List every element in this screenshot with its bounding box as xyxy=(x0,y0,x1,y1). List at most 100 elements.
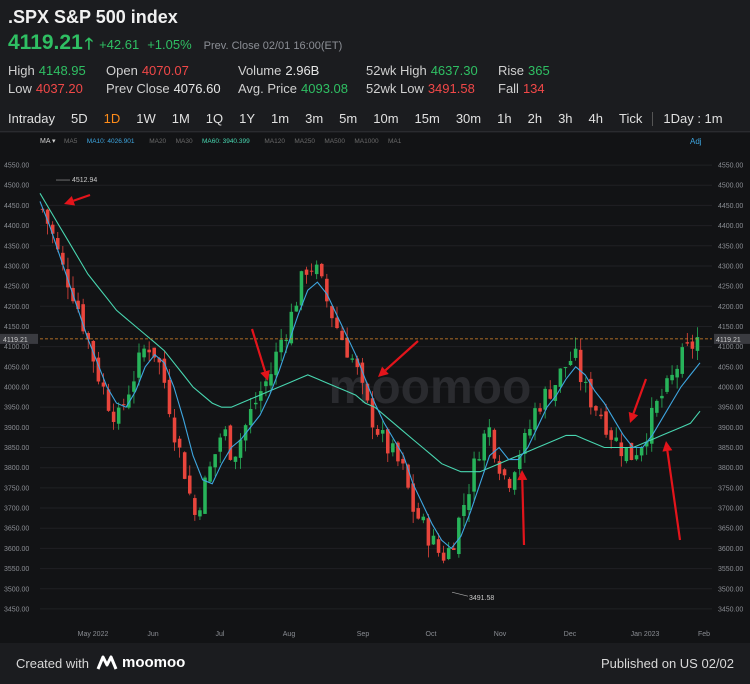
indicator-label[interactable]: MA1 xyxy=(388,138,402,145)
x-tick-label: Feb xyxy=(698,631,710,638)
candle-body xyxy=(319,263,324,277)
x-tick-label: Nov xyxy=(494,631,507,638)
candle-body xyxy=(96,357,101,382)
indicator-label[interactable]: MA120 xyxy=(264,138,285,145)
tab-1day-1m[interactable]: 1Day : 1m xyxy=(663,111,723,126)
tab-tick[interactable]: Tick xyxy=(619,111,643,126)
tab-1m[interactable]: 1m xyxy=(271,111,290,126)
candle-body xyxy=(284,339,289,342)
red-arrow-annotation xyxy=(517,470,528,546)
tab-intraday[interactable]: Intraday xyxy=(8,111,55,126)
candle-body xyxy=(55,238,60,250)
candle-body xyxy=(558,368,563,387)
tab-1q[interactable]: 1Q xyxy=(205,111,224,126)
red-arrow-annotation xyxy=(628,378,648,423)
tab-10m[interactable]: 10m xyxy=(373,111,399,126)
tab-1d[interactable]: 1D xyxy=(103,111,121,126)
y-tick-label-left: 4450.00 xyxy=(4,203,29,210)
price-row: 4119.21 🡑 +42.61 +1.05% Prev. Close 02/0… xyxy=(8,31,342,55)
red-arrow-annotation xyxy=(64,193,91,206)
indicator-label[interactable]: MA20 xyxy=(149,138,166,145)
y-tick-label-right: 3600.00 xyxy=(718,546,743,553)
red-arrow-annotation xyxy=(250,328,270,381)
y-tick-label-right: 4300.00 xyxy=(718,263,743,270)
tab-5m[interactable]: 5m xyxy=(339,111,358,126)
tab-1h[interactable]: 1h xyxy=(497,111,512,126)
red-arrow-annotation xyxy=(378,340,419,377)
indicator-label[interactable]: MA250 xyxy=(294,138,315,145)
current-price-label-left: 4119.21 xyxy=(3,337,28,344)
y-tick-label-left: 4150.00 xyxy=(4,324,29,331)
candle-body xyxy=(294,305,299,312)
y-tick-label-right: 4100.00 xyxy=(718,344,743,351)
candle-body xyxy=(370,398,375,428)
candle-body xyxy=(355,358,360,368)
candle-body xyxy=(375,428,380,435)
candle-body xyxy=(223,429,228,437)
candle-body xyxy=(238,439,243,458)
ma10-line xyxy=(39,201,701,550)
indicator-label[interactable]: MA500 xyxy=(324,138,345,145)
candle-body xyxy=(248,408,253,426)
tab-5d[interactable]: 5D xyxy=(70,111,88,126)
y-tick-label-left: 3450.00 xyxy=(4,606,29,613)
candle-body xyxy=(583,381,588,383)
y-tick-label-left: 3650.00 xyxy=(4,526,29,533)
tab-3h[interactable]: 3h xyxy=(558,111,573,126)
candle-body xyxy=(380,430,385,434)
stat-volume: 2.96B xyxy=(285,63,320,78)
stat-52wk-high: 4637.30 xyxy=(430,63,478,78)
arrow-shaft xyxy=(521,479,526,546)
candle-body xyxy=(649,407,654,444)
candle-body xyxy=(462,504,466,517)
stats-col-4: 52wk High 4637.30 52wk Low 3491.58 xyxy=(366,63,478,96)
stats-col-5: Rise 365 Fall 134 xyxy=(498,63,550,96)
adj-toggle[interactable]: Adj xyxy=(690,137,702,146)
candle-body xyxy=(86,333,91,340)
candle-body xyxy=(614,437,619,441)
tab-30m[interactable]: 30m xyxy=(455,111,482,126)
arrow-head xyxy=(517,470,528,481)
red-arrow-annotation xyxy=(662,441,682,541)
candle-body xyxy=(385,429,390,454)
tab-4h[interactable]: 4h xyxy=(588,111,603,126)
y-tick-label-right: 4350.00 xyxy=(718,243,743,250)
tab-15m[interactable]: 15m xyxy=(414,111,440,126)
y-tick-label-right: 3900.00 xyxy=(718,425,743,432)
footer: Created with moomoo Published on US 02/0… xyxy=(0,644,750,684)
candle-body xyxy=(162,358,167,383)
candle-body xyxy=(563,367,568,369)
moomoo-logo-icon xyxy=(96,655,118,670)
y-tick-label-right: 3850.00 xyxy=(718,445,743,452)
candle-body xyxy=(193,498,197,515)
candle-body xyxy=(350,358,355,360)
prev-close-time: Prev. Close 02/01 16:00(ET) xyxy=(203,40,343,52)
tab-3m[interactable]: 3m xyxy=(305,111,324,126)
candle-body xyxy=(391,443,395,453)
candle-body xyxy=(431,535,436,545)
candle-body xyxy=(147,349,151,353)
indicator-label[interactable]: MA1000 xyxy=(354,138,379,145)
y-tick-label-left: 3550.00 xyxy=(4,566,29,573)
candle-body xyxy=(396,442,400,462)
created-with-label: Created with xyxy=(16,656,89,671)
candle-body xyxy=(137,352,141,378)
candle-body xyxy=(111,411,116,422)
tab-1m[interactable]: 1M xyxy=(171,111,190,126)
tab-2h[interactable]: 2h xyxy=(527,111,543,126)
y-tick-label-left: 4300.00 xyxy=(4,263,29,270)
candle-body xyxy=(467,494,471,511)
stat-fall: 134 xyxy=(522,81,545,96)
indicator-label[interactable]: MA5 xyxy=(64,138,78,145)
candle-body xyxy=(253,402,258,405)
indicator-label[interactable]: MA10: 4026.901 xyxy=(87,138,135,145)
x-tick-label: Dec xyxy=(564,631,577,638)
indicator-label[interactable]: MA60: 3940.399 xyxy=(202,138,250,145)
candlestick-chart[interactable]: MA ▾ MA5 MA10: 4026.901 MA20 MA30 MA60: 3940.… xyxy=(0,133,750,643)
candle-body xyxy=(538,408,542,412)
indicator-label[interactable]: MA30 xyxy=(176,138,193,145)
tab-1w[interactable]: 1W xyxy=(136,111,156,126)
tab-1y[interactable]: 1Y xyxy=(239,111,256,126)
stat-open: 4070.07 xyxy=(141,63,189,78)
arrow-shaft xyxy=(632,378,648,414)
